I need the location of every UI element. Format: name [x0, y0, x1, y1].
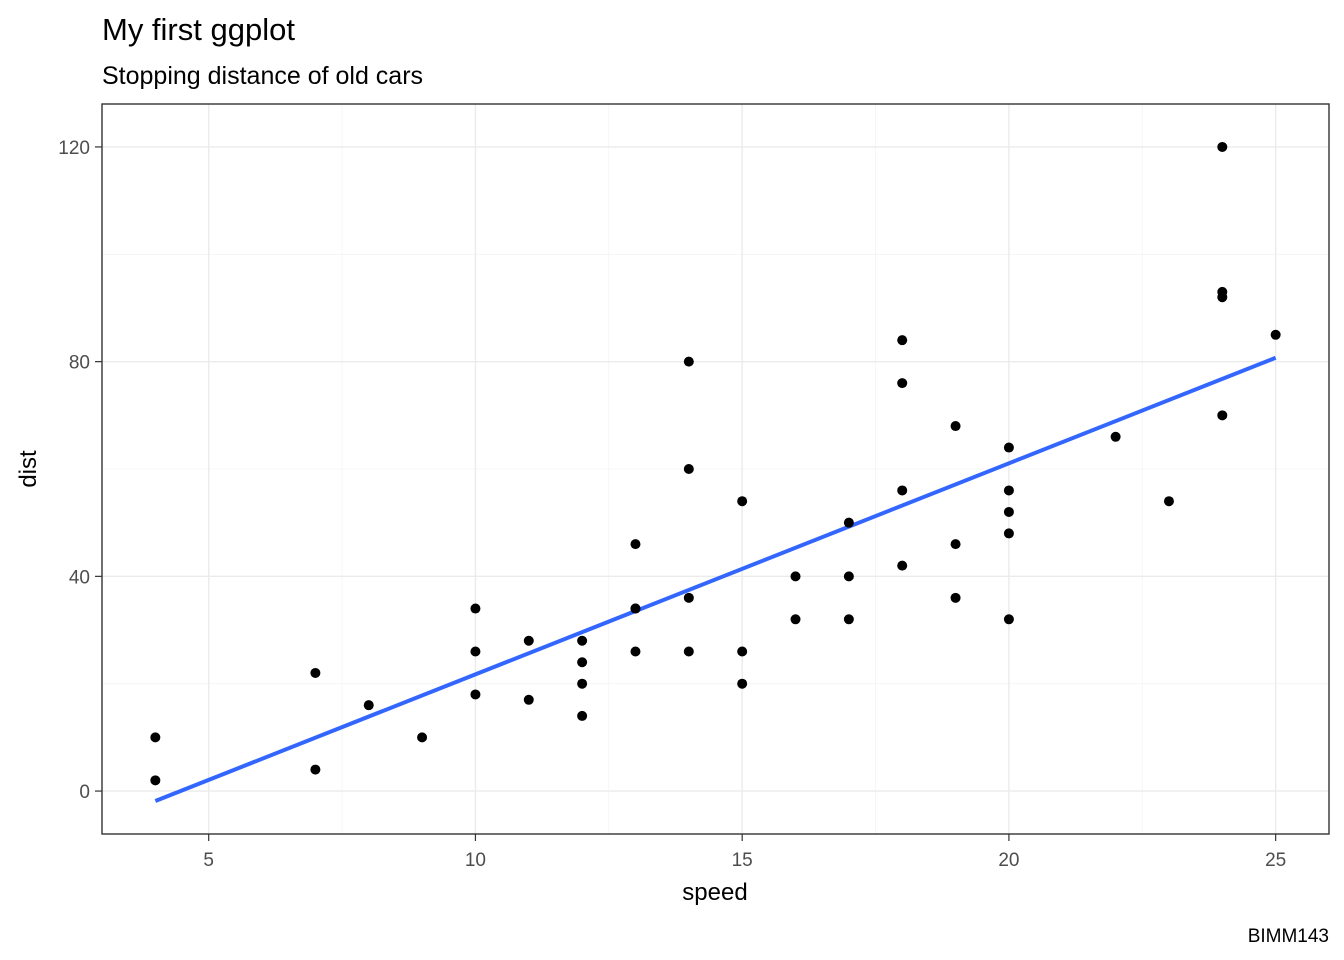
- data-point: [1003, 614, 1014, 625]
- data-point: [577, 678, 588, 689]
- data-point: [523, 635, 534, 646]
- data-point: [950, 592, 961, 603]
- data-point: [843, 571, 854, 582]
- data-point: [1110, 431, 1121, 442]
- data-point: [577, 635, 588, 646]
- chart-title: My first ggplot: [102, 12, 295, 47]
- data-point: [683, 592, 694, 603]
- data-point: [1270, 329, 1281, 340]
- y-axis-title: dist: [15, 450, 42, 488]
- chart-subtitle: Stopping distance of old cars: [102, 62, 423, 90]
- data-point: [150, 775, 161, 786]
- trend-line: [154, 355, 1277, 803]
- grid: [102, 104, 1329, 834]
- data-point: [897, 485, 908, 496]
- data-point: [683, 646, 694, 657]
- data-point: [790, 614, 801, 625]
- data-point: [843, 614, 854, 625]
- data-point: [470, 603, 481, 614]
- data-point: [470, 689, 481, 700]
- trend-line-layer: [154, 355, 1277, 803]
- data-point: [150, 732, 161, 743]
- data-point: [683, 464, 694, 474]
- data-point: [1217, 286, 1228, 297]
- axis-ticks: 5 10 15 20 25 0 40 80 120: [58, 138, 1286, 871]
- data-point: [310, 667, 321, 678]
- data-point: [1003, 506, 1014, 517]
- data-point: [523, 694, 534, 705]
- x-tick-label: 10: [465, 850, 486, 871]
- data-point: [417, 732, 428, 743]
- x-tick-label: 20: [998, 850, 1019, 871]
- y-tick-label: 120: [58, 138, 90, 159]
- data-point: [843, 517, 854, 528]
- data-point: [1163, 496, 1174, 507]
- data-point: [683, 356, 694, 367]
- data-point: [897, 378, 908, 389]
- data-point: [1003, 485, 1014, 496]
- y-tick-label: 80: [69, 353, 90, 374]
- data-points: [150, 141, 1281, 786]
- data-point: [737, 678, 748, 689]
- data-point: [1003, 442, 1014, 453]
- data-point: [1217, 141, 1228, 152]
- data-point: [363, 700, 374, 711]
- x-tick-label: 5: [203, 850, 214, 871]
- x-tick-label: 25: [1265, 850, 1286, 871]
- data-point: [737, 496, 748, 507]
- data-point: [577, 657, 588, 668]
- data-point: [737, 646, 748, 657]
- data-point: [577, 710, 588, 721]
- data-point: [790, 571, 801, 582]
- data-point: [630, 646, 641, 657]
- data-point: [950, 421, 961, 432]
- data-point: [950, 539, 961, 550]
- y-tick-label: 0: [79, 782, 90, 803]
- plot-panel: [101, 103, 1330, 835]
- data-point: [1217, 410, 1228, 421]
- data-point: [310, 764, 321, 775]
- data-point: [897, 335, 908, 346]
- data-point: [630, 539, 641, 550]
- y-tick-label: 40: [69, 567, 90, 588]
- chart-caption: BIMM143: [1248, 926, 1329, 947]
- x-axis-title: speed: [682, 879, 747, 906]
- data-point: [897, 560, 908, 571]
- data-point: [630, 603, 641, 614]
- x-tick-label: 15: [732, 850, 753, 871]
- data-point: [1003, 528, 1014, 539]
- data-point: [470, 646, 481, 657]
